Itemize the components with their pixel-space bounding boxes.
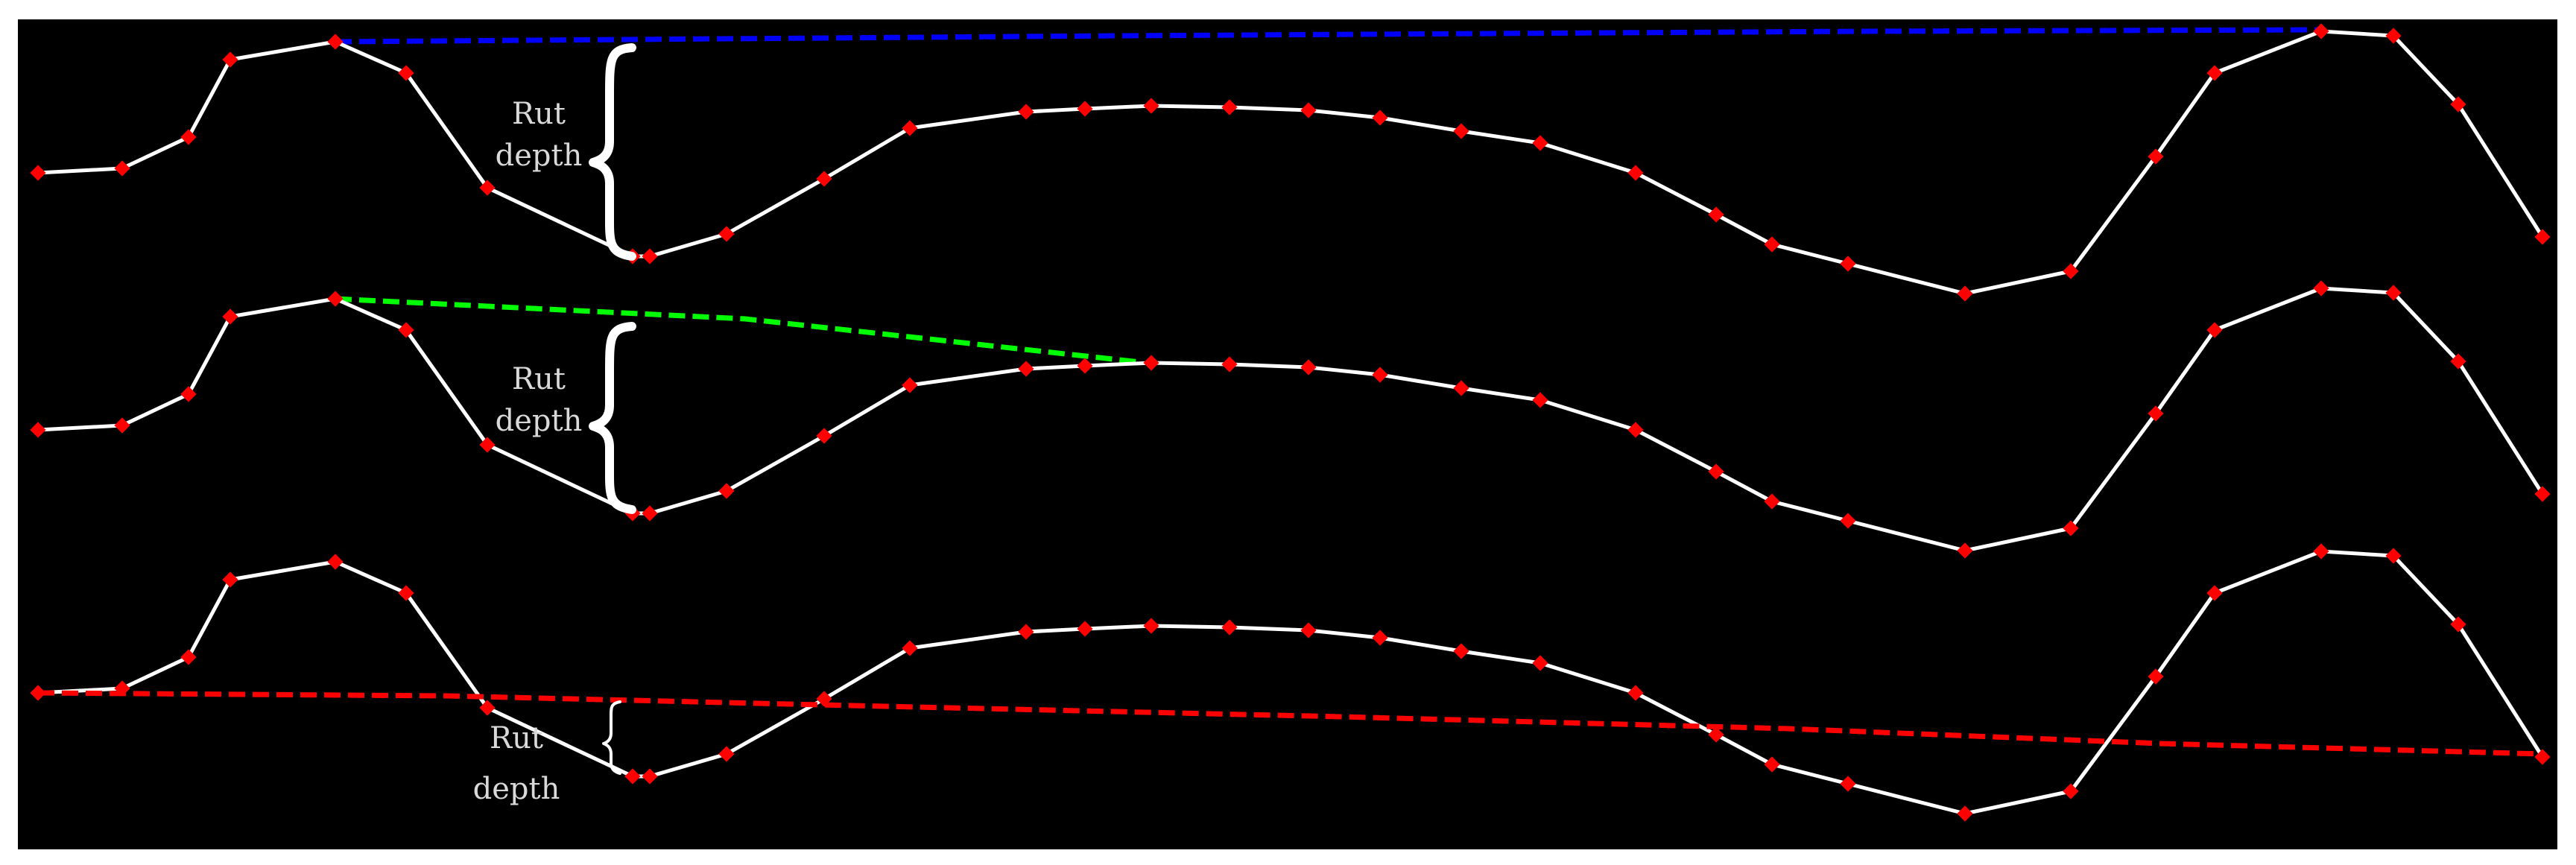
profile-point: [2385, 548, 2402, 564]
profile-point: [398, 322, 414, 338]
profile-point: [2450, 616, 2466, 633]
reference-line-blue: [335, 27, 2322, 45]
profile-point: [1840, 256, 1856, 272]
reference-line-green: [335, 296, 1141, 365]
profile-point: [1143, 618, 1159, 634]
profile-point: [2534, 486, 2551, 502]
profile-point: [642, 505, 658, 522]
profile-point: [1627, 422, 1644, 438]
profile-point: [2450, 353, 2466, 370]
depth-label-3: depth: [473, 772, 560, 806]
profile-point: [180, 649, 197, 665]
profile-point: [1708, 463, 1724, 480]
profile-point: [2534, 749, 2551, 765]
profile-point: [2148, 405, 2164, 422]
profile-point: [2063, 783, 2079, 799]
profile-point: [398, 585, 414, 601]
reference-line-red: [37, 690, 2543, 757]
profile-point: [479, 180, 496, 196]
profile-point: [2385, 28, 2402, 44]
profile-point: [479, 700, 496, 716]
profile-point: [1708, 206, 1724, 223]
profile-points-3: [30, 543, 2551, 822]
profile-point: [1840, 513, 1856, 529]
profile-point: [2148, 668, 2164, 685]
profile-point: [1957, 805, 1973, 822]
surface-profile-line-3: [37, 549, 2545, 816]
profile-point: [1300, 622, 1317, 639]
profile-point: [624, 768, 641, 785]
profile-point: [2313, 280, 2329, 297]
depth-label-2: depth: [496, 404, 583, 438]
profile-point: [1840, 776, 1856, 792]
profile-point: [2063, 520, 2079, 536]
rut-depth-brace-1: [589, 43, 636, 261]
profile-point: [2450, 96, 2466, 113]
profile-point: [718, 483, 735, 499]
surface-profile-line-1: [37, 29, 2545, 296]
profile-point: [2385, 285, 2402, 301]
profile-point: [642, 248, 658, 264]
profile-point: [1018, 624, 1034, 640]
profile-point: [2313, 543, 2329, 560]
profile-point: [222, 571, 238, 588]
profile-point: [1764, 493, 1780, 510]
panel-3: Rut depth: [30, 543, 2551, 822]
profile-point: [816, 691, 832, 707]
profile-point: [2313, 23, 2329, 39]
profile-point: [1221, 619, 1238, 636]
profile-point: [30, 685, 46, 701]
profile-point: [816, 428, 832, 444]
profile-point: [642, 768, 658, 785]
profile-point: [114, 160, 130, 177]
profile-point: [1764, 756, 1780, 773]
profile-point: [114, 680, 130, 697]
profile-point: [1532, 655, 1548, 671]
profile-point: [1708, 726, 1724, 743]
rut-label-1: Rut: [512, 97, 566, 131]
rut-label-2: Rut: [512, 362, 566, 396]
profile-point: [1627, 165, 1644, 181]
profile-point: [1957, 542, 1973, 559]
profile-point: [1077, 621, 1093, 637]
profile-point: [718, 746, 735, 762]
profile-point: [327, 554, 344, 570]
depth-label-1: depth: [496, 139, 583, 173]
profile-point: [1532, 392, 1548, 408]
profile-point: [718, 226, 735, 242]
rut-depth-brace-3: [602, 700, 621, 775]
rut-label-3: Rut: [490, 721, 543, 755]
profile-point: [2148, 148, 2164, 165]
diagram-background: [18, 19, 2557, 849]
profile-point: [1764, 236, 1780, 253]
profile-point: [30, 422, 46, 438]
profile-point: [2063, 263, 2079, 279]
profile-point: [2206, 585, 2223, 601]
profile-point: [180, 386, 197, 402]
profile-point: [114, 417, 130, 434]
rut-depth-brace-2: [589, 322, 636, 514]
profile-point: [1453, 380, 1469, 396]
profile-point: [398, 65, 414, 81]
profile-point: [2206, 322, 2223, 338]
profile-point: [1372, 630, 1388, 646]
profile-point: [1627, 685, 1644, 701]
profile-point: [2534, 229, 2551, 245]
profile-point: [1957, 285, 1973, 302]
profile-point: [30, 165, 46, 181]
profile-point: [2206, 65, 2223, 81]
profile-point: [479, 437, 496, 453]
surface-profile-line-2: [37, 286, 2545, 553]
profile-point: [902, 640, 918, 656]
profile-point: [1453, 643, 1469, 659]
profile-point: [1532, 135, 1548, 151]
